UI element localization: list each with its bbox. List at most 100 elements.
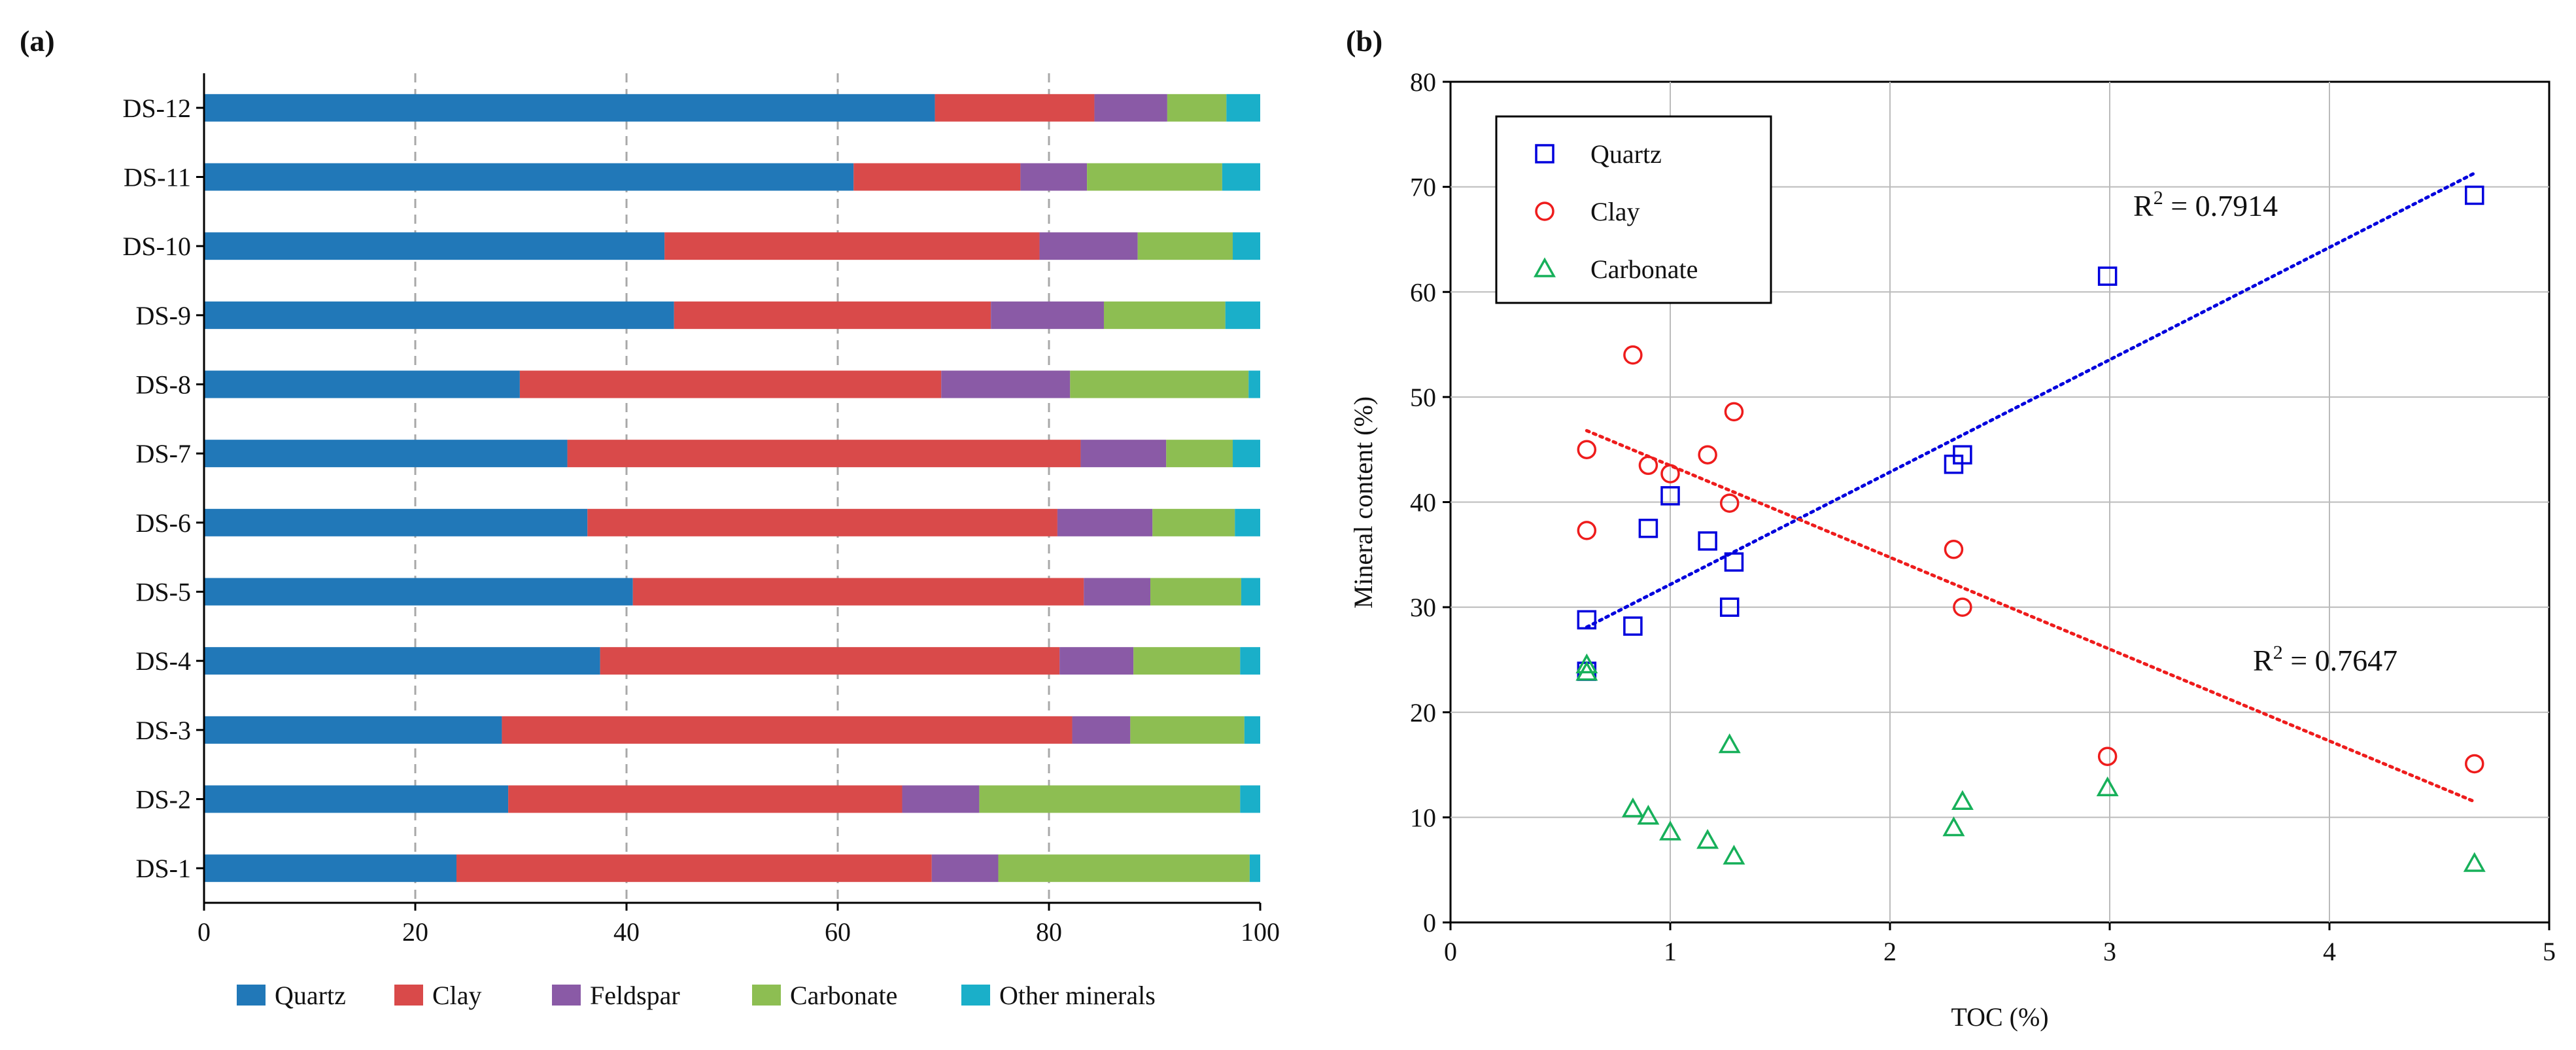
bar-ds-5-carbonate [1150, 578, 1241, 606]
bar-ds-2-carbonate [979, 785, 1241, 813]
bar-ds-9-other-minerals [1225, 301, 1260, 329]
panel-b-y-tick-label: 70 [1410, 173, 1436, 202]
bar-ds-9-carbonate [1103, 301, 1226, 329]
panel-a-x-tick-label: 60 [825, 917, 851, 947]
point-carbonate [1621, 797, 1644, 818]
category-label: DS-10 [123, 232, 191, 261]
panel-b-legend-box [1495, 115, 1772, 304]
point-clay [1623, 345, 1643, 365]
point-clay [1577, 440, 1597, 459]
legend-swatch-carbonate [752, 985, 781, 1006]
bar-ds-8-other-minerals [1248, 370, 1260, 398]
bar-ds-6-other-minerals [1235, 508, 1260, 536]
bar-ds-11-quartz [204, 163, 854, 191]
bar-ds-8-carbonate [1070, 370, 1249, 398]
legend-swatch-other-minerals [961, 985, 990, 1006]
bar-ds-4-clay [600, 647, 1060, 675]
panel-b-y-axis-title: Mineral content (%) [1348, 396, 1378, 608]
bar-ds-11-carbonate [1087, 163, 1222, 191]
trendline-clay [1585, 429, 2477, 803]
legend-marker-clay [1535, 201, 1554, 221]
category-label: DS-6 [136, 508, 191, 538]
panel-a-category-labels: DS-12 DS-11 DS-10 DS-9 DS-8 DS-7 DS-6 DS-5 DS-4 D… [123, 94, 204, 883]
point-quartz [1638, 518, 1658, 538]
bar-ds-7-other-minerals [1233, 440, 1260, 468]
panel-b-x-tick-label: 0 [1444, 937, 1457, 966]
bar-ds-1-other-minerals [1249, 854, 1260, 883]
legend-label-feldspar: Feldspar [590, 981, 680, 1010]
panel-b-trendlines [1585, 171, 2477, 803]
bar-ds-10-other-minerals [1233, 232, 1260, 260]
point-quartz [1623, 616, 1643, 636]
panel-b-x-tick-label: 4 [2323, 937, 2336, 966]
panel-a-legend: Quartz Clay Feldspar Carbonate Other mineral… [237, 981, 1156, 1010]
bar-ds-4-carbonate [1133, 647, 1241, 675]
bar-ds-6-feldspar [1057, 508, 1153, 536]
panel-b-y-tick-label: 30 [1410, 593, 1436, 622]
panel-b-y-tick-label: 10 [1410, 803, 1436, 832]
panel-b-y-tick-label: 20 [1410, 698, 1436, 727]
point-clay [1953, 597, 1972, 617]
panel-b-y-tick-label: 60 [1410, 277, 1436, 307]
bar-ds-11-other-minerals [1222, 163, 1260, 191]
bar-ds-2-quartz [204, 785, 509, 813]
legend-marker-carbonate [1534, 257, 1556, 277]
panel-b-legend: Quartz Clay Carbonate [1495, 115, 1772, 304]
point-clay [1577, 521, 1597, 540]
panel-b: (b) 0 1 2 3 4 5 0 10 20 30 40 50 60 70 80 TOC (%) Min… [1346, 24, 2556, 1032]
bar-ds-1-feldspar [931, 854, 999, 883]
panel-a-x-tick-label: 40 [613, 917, 640, 947]
panel-b-y-tick-label: 50 [1410, 383, 1436, 412]
category-label: DS-1 [136, 854, 191, 883]
r2-clay-sup: 2 [2273, 642, 2283, 663]
bar-ds-11-feldspar [1020, 163, 1088, 191]
bar-ds-10-quartz [204, 232, 665, 260]
bar-ds-6-carbonate [1152, 508, 1235, 536]
point-clay [1638, 455, 1658, 476]
bar-ds-11-clay [853, 163, 1021, 191]
bar-ds-3-other-minerals [1244, 716, 1260, 744]
panel-b-y-ticks: 0 10 20 30 40 50 60 70 80 [1410, 67, 1451, 937]
panel-a-x-tick-label: 0 [197, 917, 211, 947]
r2-quartz-base: R [2133, 189, 2154, 222]
r2-quartz-value: = 0.7914 [2163, 189, 2278, 222]
point-carbonate [1637, 805, 1660, 825]
bar-ds-7-clay [567, 440, 1081, 468]
bar-ds-6-clay [587, 508, 1057, 536]
bar-ds-3-quartz [204, 716, 502, 744]
panel-b-y-tick-label: 40 [1410, 488, 1436, 517]
bar-ds-1-clay [456, 854, 932, 883]
point-carbonate [1951, 790, 1974, 811]
bar-ds-12-carbonate [1167, 94, 1227, 122]
panel-a: (a) DS-12DS-11DS-10DS-9DS-8DS-7DS-6DS-5D… [20, 24, 1280, 1010]
legend-label-quartz: Quartz [275, 981, 346, 1010]
panel-a-x-tick-label: 20 [402, 917, 428, 947]
category-label: DS-5 [136, 578, 191, 607]
legend-label-carbonate: Carbonate [1590, 254, 1698, 284]
category-label: DS-8 [136, 370, 191, 400]
bar-ds-7-carbonate [1166, 440, 1233, 468]
category-label: DS-2 [136, 785, 191, 814]
panel-b-y-tick-label: 0 [1423, 908, 1436, 937]
bar-ds-3-feldspar [1072, 716, 1131, 744]
bar-ds-12-other-minerals [1226, 94, 1260, 122]
bar-ds-9-feldspar [991, 301, 1104, 329]
r2-quartz-annotation: R2 = 0.7914 [2133, 187, 2278, 222]
point-quartz [1577, 610, 1597, 630]
bar-ds-10-clay [664, 232, 1040, 260]
r2-clay-annotation: R2 = 0.7647 [2253, 642, 2397, 677]
point-clay [1944, 540, 1964, 559]
point-carbonate [1942, 816, 1965, 837]
legend-swatch-feldspar [552, 985, 581, 1006]
bar-ds-5-quartz [204, 578, 633, 606]
bar-ds-7-quartz [204, 440, 568, 468]
panel-a-label: (a) [20, 24, 55, 58]
point-carbonate [1696, 829, 1719, 849]
category-label: DS-12 [123, 94, 191, 123]
bar-ds-7-feldspar [1080, 440, 1167, 468]
point-quartz [1724, 552, 1744, 572]
category-label: DS-4 [136, 646, 191, 676]
panel-b-x-axis-title: TOC (%) [1951, 1002, 2048, 1032]
